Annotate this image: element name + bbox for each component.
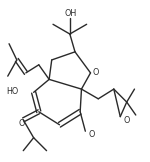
Text: O: O: [19, 119, 25, 128]
Text: O: O: [123, 116, 130, 125]
Text: O: O: [93, 68, 99, 77]
Text: HO: HO: [6, 87, 18, 96]
Text: OH: OH: [65, 9, 77, 18]
Text: O: O: [89, 130, 95, 139]
